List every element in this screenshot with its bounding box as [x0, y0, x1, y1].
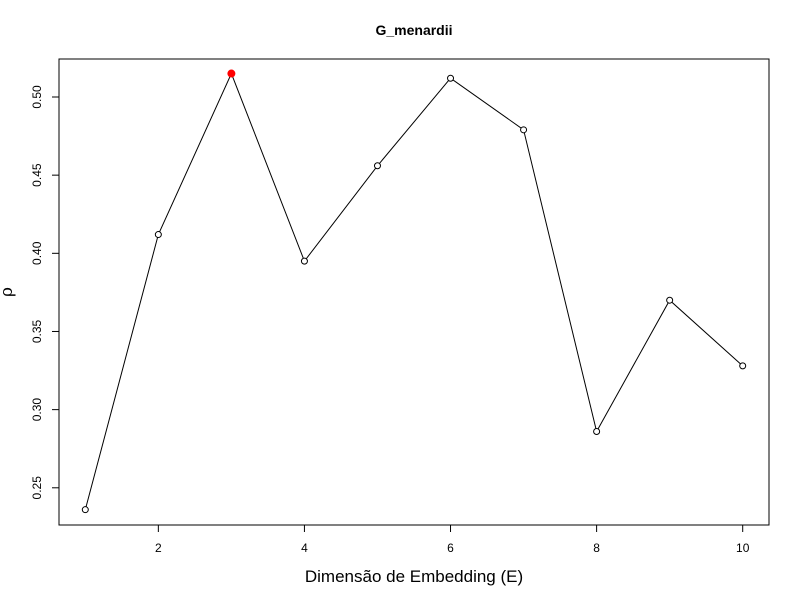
chart-title: G_menardii	[375, 22, 452, 38]
data-point	[593, 428, 601, 436]
y-tick-label: 0.30	[30, 398, 44, 422]
y-tick-label: 0.35	[30, 319, 44, 343]
data-point	[666, 296, 674, 304]
x-tick-label: 2	[155, 541, 162, 555]
x-tick-label: 4	[301, 541, 308, 555]
y-tick-label: 0.50	[30, 85, 44, 109]
y-tick-label: 0.25	[30, 476, 44, 500]
y-axis-label: ρ	[0, 287, 17, 297]
x-axis-label: Dimensão de Embedding (E)	[305, 567, 523, 586]
data-point	[154, 231, 162, 239]
y-tick-label: 0.45	[30, 163, 44, 187]
x-tick-label: 10	[736, 541, 750, 555]
x-tick-label: 8	[593, 541, 600, 555]
data-point	[520, 126, 528, 134]
series-line	[84, 72, 744, 510]
data-point	[81, 506, 89, 514]
data-points	[81, 69, 747, 514]
plot-frame	[58, 58, 770, 526]
data-point	[739, 362, 747, 370]
x-axis: 2 4 6 8 10	[155, 525, 750, 555]
data-point	[373, 162, 381, 170]
data-point	[447, 74, 455, 82]
data-point	[300, 257, 308, 265]
highlight-point	[227, 69, 236, 78]
y-tick-label: 0.40	[30, 241, 44, 265]
x-tick-label: 6	[447, 541, 454, 555]
y-axis: 0.25 0.30 0.35 0.40 0.45 0.50	[30, 85, 59, 499]
